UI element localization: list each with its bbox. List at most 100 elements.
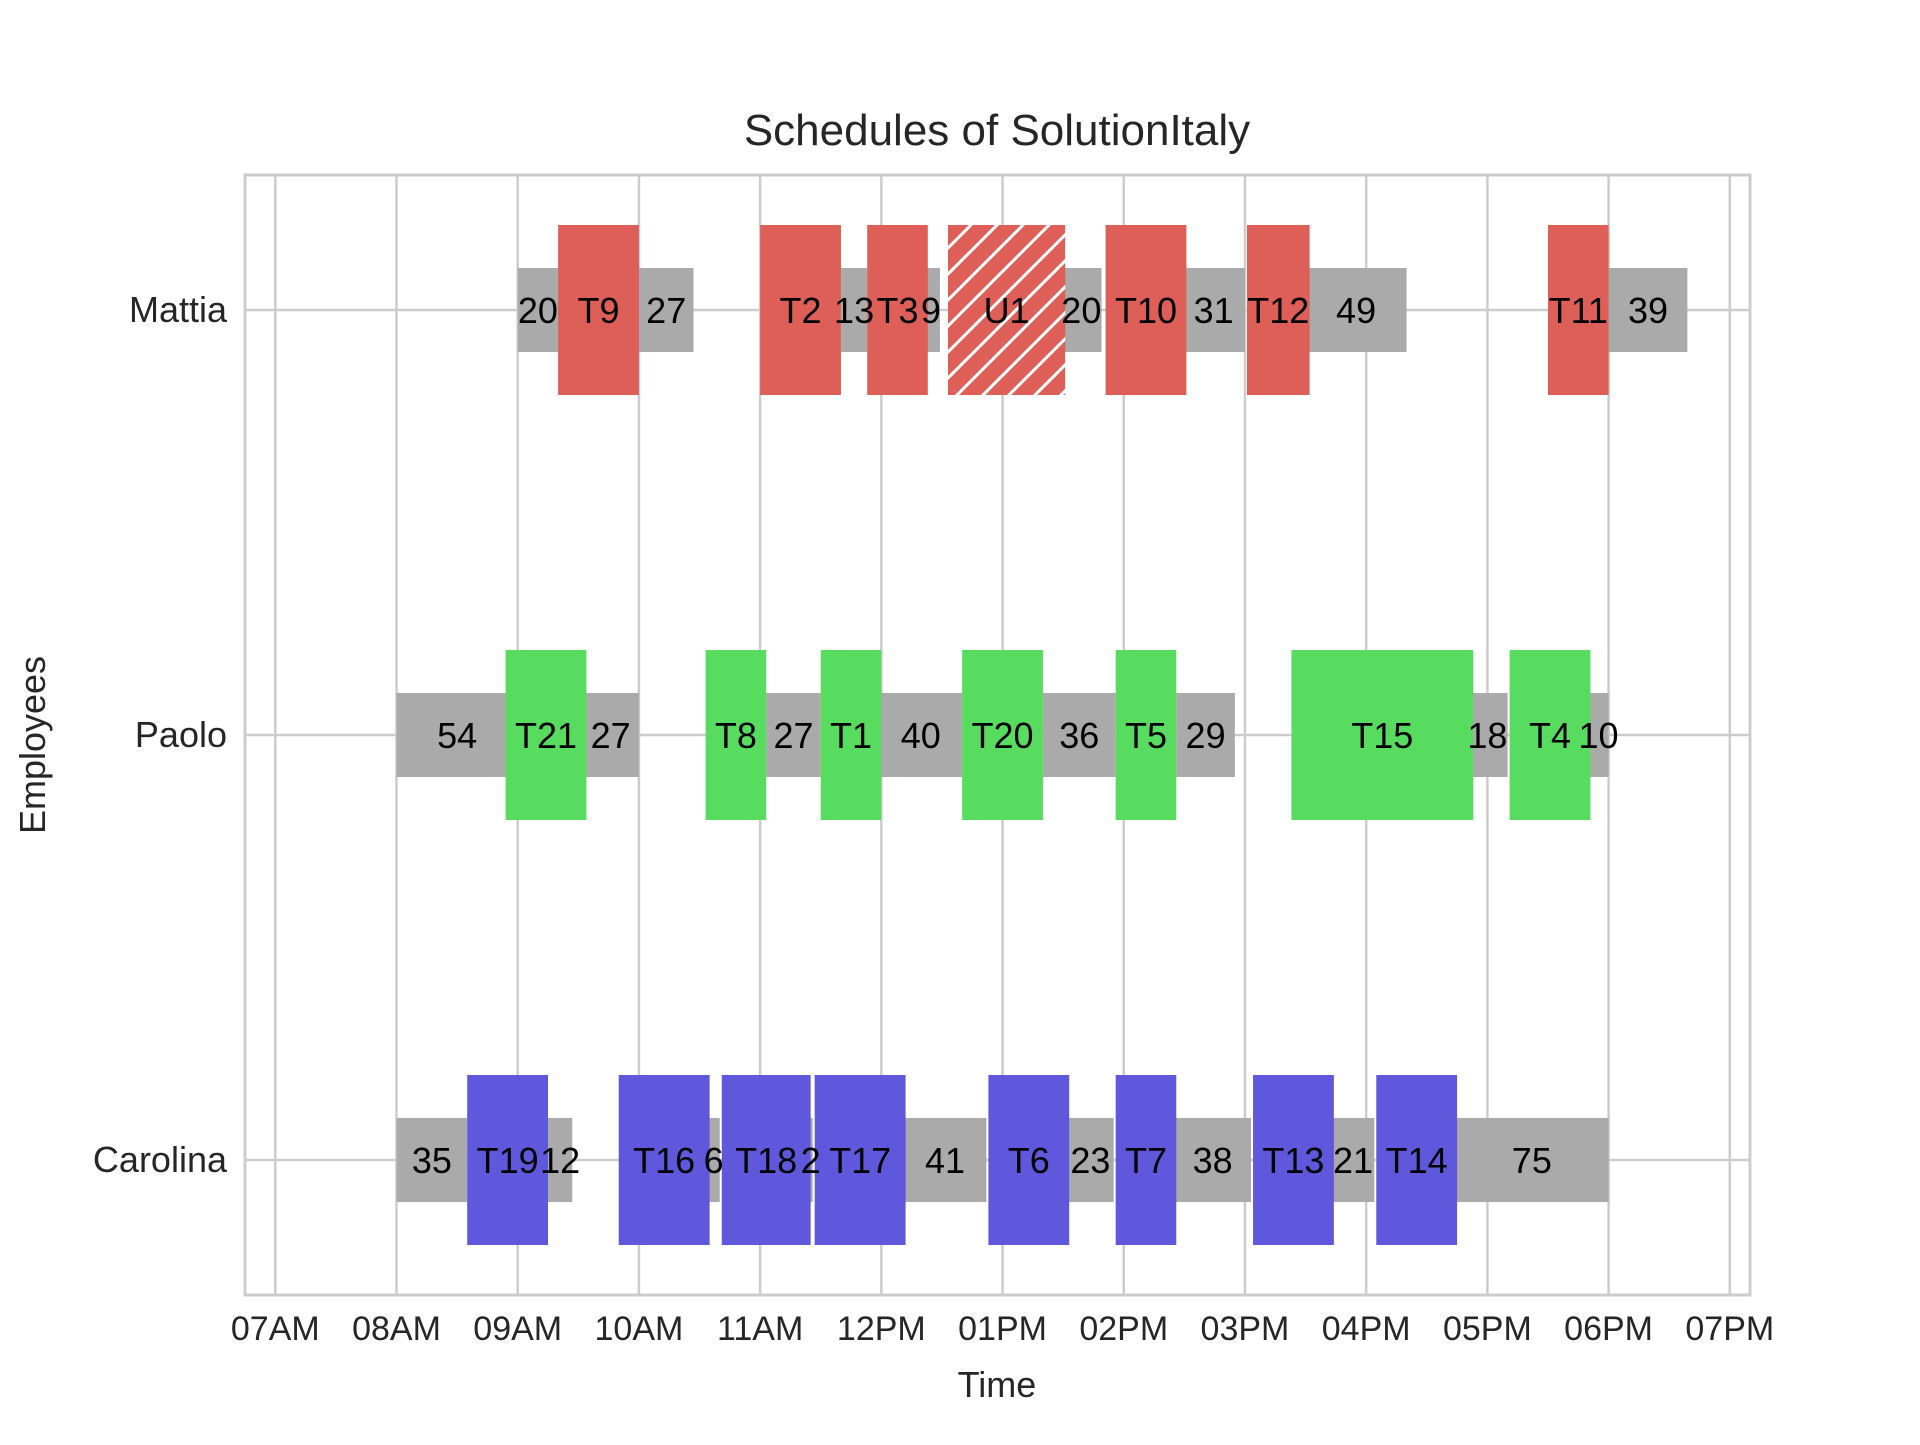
gap-bar bbox=[1042, 693, 1116, 777]
gap-bar bbox=[396, 693, 518, 777]
task-label: T13 bbox=[1262, 1140, 1324, 1181]
gap-duration-label: 20 bbox=[518, 290, 558, 331]
gap-duration-label: 31 bbox=[1194, 290, 1234, 331]
gap-duration-label: 27 bbox=[773, 715, 813, 756]
bars-layer bbox=[396, 225, 1688, 1245]
gap-duration-label: 36 bbox=[1059, 715, 1099, 756]
task-label: T1 bbox=[830, 715, 872, 756]
task-bar bbox=[988, 1075, 1070, 1245]
gap-bar bbox=[1061, 268, 1102, 352]
task-label: T11 bbox=[1549, 290, 1608, 331]
gap-bar bbox=[1455, 1118, 1609, 1202]
task-bar bbox=[1376, 1075, 1458, 1245]
task-bar bbox=[760, 225, 841, 395]
unavailable-bar bbox=[948, 225, 1066, 395]
gap-duration-label: 49 bbox=[1336, 290, 1376, 331]
task-label: U1 bbox=[984, 290, 1030, 331]
y-axis-label: Employees bbox=[12, 656, 53, 834]
task-bar bbox=[1547, 225, 1609, 395]
gap-duration-label: 38 bbox=[1193, 1140, 1233, 1181]
gap-duration-label: 75 bbox=[1512, 1140, 1552, 1181]
task-label: T6 bbox=[1008, 1140, 1050, 1181]
gap-bar bbox=[638, 268, 694, 352]
task-bar bbox=[505, 650, 587, 820]
task-label: T12 bbox=[1247, 290, 1309, 331]
gap-duration-label: 39 bbox=[1628, 290, 1668, 331]
gap-bar bbox=[582, 693, 639, 777]
gap-duration-label: 21 bbox=[1333, 1140, 1373, 1181]
gap-bar bbox=[1176, 693, 1235, 777]
task-bar bbox=[1291, 650, 1474, 820]
task-label: T19 bbox=[477, 1140, 539, 1181]
x-tick-label: 08AM bbox=[352, 1310, 441, 1348]
gap-duration-label: 10 bbox=[1578, 715, 1618, 756]
task-bar bbox=[867, 225, 928, 395]
task-bar bbox=[1246, 225, 1310, 395]
gap-bar bbox=[1067, 1118, 1114, 1202]
plot-frame bbox=[243, 173, 1752, 1297]
task-label: T4 bbox=[1529, 715, 1571, 756]
gap-duration-label: 35 bbox=[412, 1140, 452, 1181]
task-label: T10 bbox=[1115, 290, 1177, 331]
gap-bar bbox=[1588, 693, 1609, 777]
x-tick-label: 04PM bbox=[1322, 1310, 1411, 1348]
x-tick-label: 03PM bbox=[1201, 1310, 1290, 1348]
x-tick-label: 06PM bbox=[1564, 1310, 1653, 1348]
task-label: T14 bbox=[1386, 1140, 1448, 1181]
task-label: T15 bbox=[1351, 715, 1413, 756]
gap-duration-label: 12 bbox=[540, 1140, 580, 1181]
gap-duration-label: 41 bbox=[925, 1140, 965, 1181]
task-label: T3 bbox=[876, 290, 918, 331]
gap-bar bbox=[766, 693, 821, 777]
gap-duration-label: 27 bbox=[646, 290, 686, 331]
task-bar bbox=[467, 1075, 549, 1245]
task-label: T9 bbox=[578, 290, 620, 331]
gap-duration-label: 9 bbox=[921, 290, 941, 331]
task-label: T5 bbox=[1125, 715, 1167, 756]
x-axis-label: Time bbox=[958, 1364, 1037, 1405]
gap-duration-label: 23 bbox=[1070, 1140, 1110, 1181]
task-bar bbox=[1105, 225, 1187, 395]
gap-bar bbox=[1608, 268, 1688, 352]
gap-duration-label: 6 bbox=[704, 1140, 724, 1181]
task-bar bbox=[1115, 650, 1177, 820]
task-label: T17 bbox=[829, 1140, 891, 1181]
x-tick-label: 01PM bbox=[958, 1310, 1047, 1348]
x-tick-label: 07PM bbox=[1685, 1310, 1774, 1348]
gap-bar bbox=[1174, 1118, 1252, 1202]
gap-bar bbox=[396, 1118, 468, 1202]
task-label: T18 bbox=[735, 1140, 797, 1181]
gap-duration-label: 13 bbox=[834, 290, 874, 331]
task-bar bbox=[820, 650, 882, 820]
gap-duration-label: 2 bbox=[801, 1140, 821, 1181]
gap-duration-label: 27 bbox=[591, 715, 631, 756]
gap-duration-label: 40 bbox=[901, 715, 941, 756]
gap-bar bbox=[548, 1118, 573, 1202]
x-tick-label: 12PM bbox=[837, 1310, 926, 1348]
task-label: T2 bbox=[780, 290, 822, 331]
axes-layer: 07AM 08AM 09AM 10AM 11AM 12PM 01PM 02PM 03PM 04PM… bbox=[93, 289, 1774, 1348]
gap-bar bbox=[1467, 693, 1508, 777]
task-label: T8 bbox=[715, 715, 757, 756]
task-bar bbox=[558, 225, 639, 395]
gap-bar bbox=[903, 1118, 987, 1202]
task-label: T7 bbox=[1125, 1140, 1167, 1181]
x-tick-label: 02PM bbox=[1079, 1310, 1168, 1348]
task-bar bbox=[1253, 1075, 1334, 1245]
gap-bar bbox=[1305, 268, 1407, 352]
gap-duration-label: 20 bbox=[1061, 290, 1101, 331]
gap-duration-label: 29 bbox=[1186, 715, 1226, 756]
task-bar bbox=[814, 1075, 906, 1245]
task-bar bbox=[705, 650, 767, 820]
task-bar bbox=[721, 1075, 811, 1245]
y-tick-label: Mattia bbox=[129, 289, 228, 330]
task-bar bbox=[1115, 1075, 1177, 1245]
task-bar bbox=[618, 1075, 710, 1245]
task-label: T20 bbox=[972, 715, 1034, 756]
x-tick-label: 09AM bbox=[473, 1310, 562, 1348]
x-tick-label: 10AM bbox=[595, 1310, 684, 1348]
y-tick-label: Paolo bbox=[135, 714, 227, 755]
gap-duration-label: 54 bbox=[437, 715, 477, 756]
